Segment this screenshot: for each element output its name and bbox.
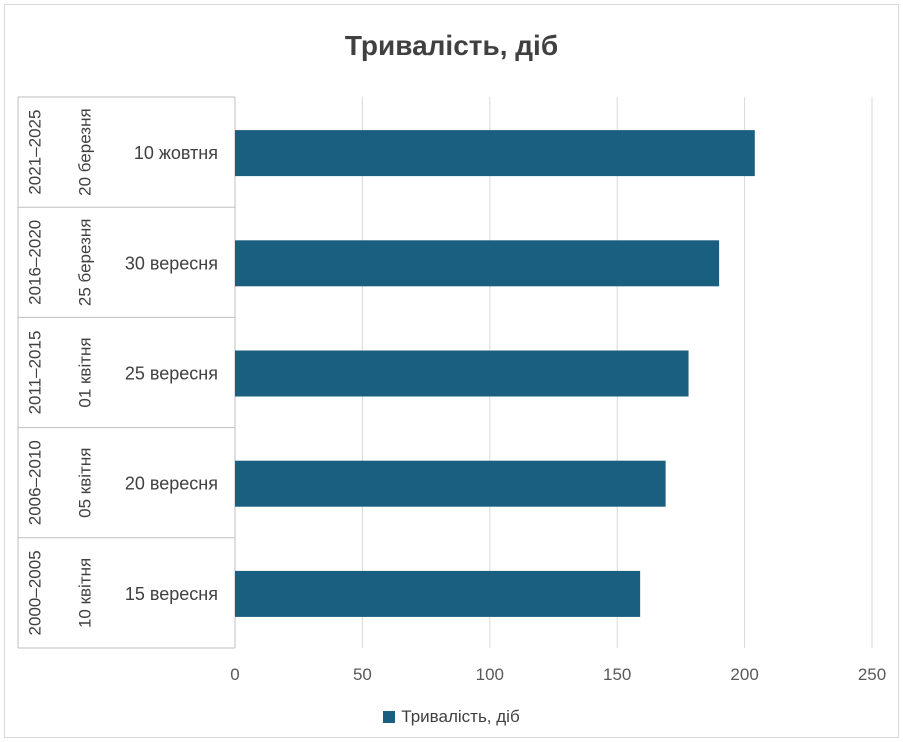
legend-label: Тривалість, діб xyxy=(401,707,520,726)
bar xyxy=(235,570,641,617)
legend-swatch xyxy=(383,710,396,723)
x-tick-label: 0 xyxy=(230,665,239,684)
x-tick-label: 50 xyxy=(353,665,372,684)
bar xyxy=(235,240,720,287)
category-label-start: 01 квітня xyxy=(76,337,95,407)
x-tick-label: 150 xyxy=(603,665,631,684)
category-label-period: 2000–2005 xyxy=(26,550,45,635)
category-label-start: 20 березня xyxy=(76,108,95,196)
category-label-start: 10 квітня xyxy=(76,558,95,628)
category-label-start: 25 березня xyxy=(76,219,95,307)
category-label-end: 20 вересня xyxy=(125,474,218,494)
category-label-end: 25 вересня xyxy=(125,364,218,384)
bar xyxy=(235,350,689,397)
category-label-period: 2016–2020 xyxy=(26,220,45,305)
category-label-end: 15 вересня xyxy=(125,584,218,604)
x-tick-label: 100 xyxy=(476,665,504,684)
category-label-end: 30 вересня xyxy=(125,253,218,273)
category-label-end: 10 жовтня xyxy=(134,143,218,163)
legend: Тривалість, діб xyxy=(0,707,903,727)
category-label-period: 2021–2025 xyxy=(26,110,45,195)
chart-title: Тривалість, діб xyxy=(344,30,559,61)
x-tick-label: 250 xyxy=(858,665,886,684)
bar xyxy=(235,460,666,507)
x-tick-label: 200 xyxy=(730,665,758,684)
category-label-period: 2006–2010 xyxy=(26,440,45,525)
bar xyxy=(235,130,755,177)
category-label-period: 2011–2015 xyxy=(26,331,45,415)
category-label-start: 05 квітня xyxy=(76,448,95,518)
